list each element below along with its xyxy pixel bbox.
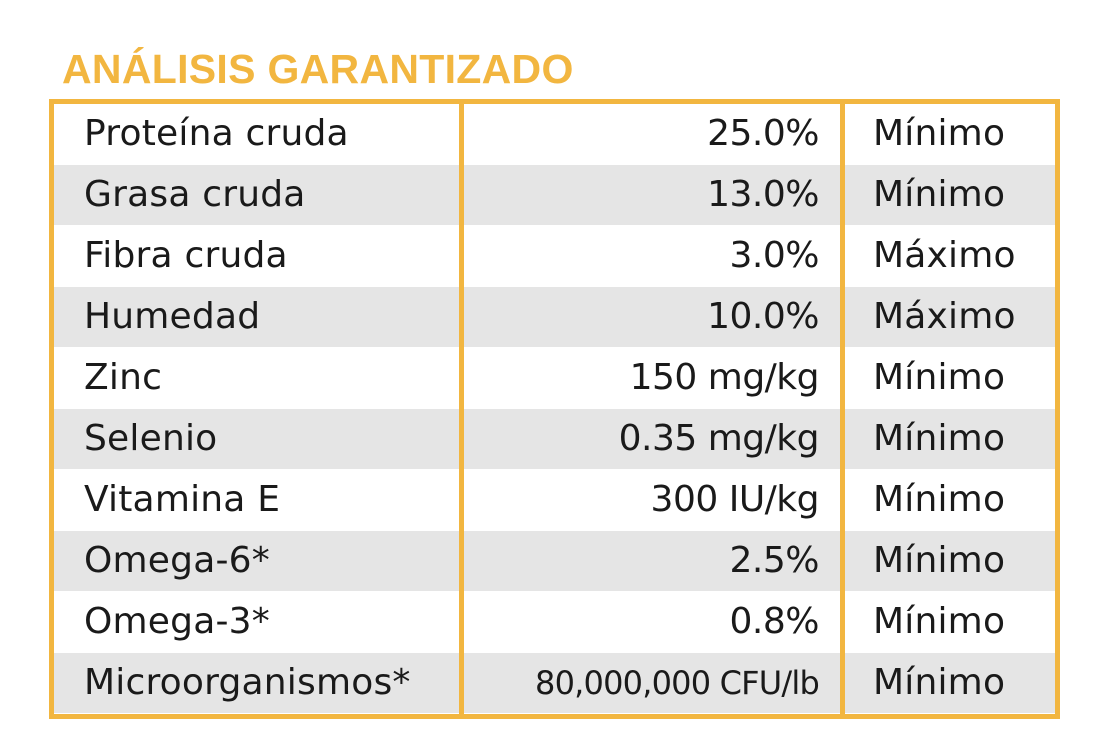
nutrient-value: 3.0% — [729, 235, 819, 276]
nutrient-value: 80,000,000 CFU/lb — [535, 664, 819, 702]
table-row: Omega-3* 0.8% Mínimo — [54, 592, 1055, 652]
column-divider — [840, 104, 845, 714]
nutrient-qualifier: Mínimo — [873, 601, 1006, 642]
nutrient-name: Selenio — [84, 418, 218, 459]
table-row: Zinc 150 mg/kg Mínimo — [54, 348, 1055, 408]
nutrient-name: Omega-6* — [84, 540, 270, 581]
table-row: Vitamina E 300 IU/kg Mínimo — [54, 470, 1055, 530]
nutrient-qualifier: Máximo — [873, 235, 1016, 276]
nutrient-value: 0.8% — [729, 601, 819, 642]
table-row: Proteína cruda 25.0% Mínimo — [54, 104, 1055, 164]
nutrient-value: 300 IU/kg — [650, 479, 819, 520]
nutrient-name: Humedad — [84, 296, 261, 337]
nutrient-name: Vitamina E — [84, 479, 281, 520]
page-title: ANÁLISIS GARANTIZADO — [62, 46, 574, 92]
nutrient-qualifier: Mínimo — [873, 174, 1006, 215]
nutrient-name: Grasa cruda — [84, 174, 306, 215]
nutrient-qualifier: Mínimo — [873, 357, 1006, 398]
nutrient-value: 10.0% — [707, 296, 819, 337]
table-row: Selenio 0.35 mg/kg Mínimo — [54, 409, 1055, 469]
guaranteed-analysis-table: Proteína cruda 25.0% Mínimo Grasa cruda … — [49, 99, 1060, 719]
nutrient-value: 150 mg/kg — [629, 357, 819, 398]
nutrient-qualifier: Mínimo — [873, 479, 1006, 520]
table-row: Fibra cruda 3.0% Máximo — [54, 226, 1055, 286]
nutrient-name: Omega-3* — [84, 601, 270, 642]
table-row: Microorganismos* 80,000,000 CFU/lb Mínim… — [54, 653, 1055, 713]
nutrient-name: Proteína cruda — [84, 113, 349, 154]
nutrient-qualifier: Máximo — [873, 296, 1016, 337]
nutrient-qualifier: Mínimo — [873, 540, 1006, 581]
table-row: Omega-6* 2.5% Mínimo — [54, 531, 1055, 591]
nutrient-name: Fibra cruda — [84, 235, 288, 276]
nutrient-qualifier: Mínimo — [873, 662, 1006, 703]
column-divider — [459, 104, 464, 714]
nutrient-value: 25.0% — [707, 113, 819, 154]
nutrient-value: 2.5% — [729, 540, 819, 581]
table-row: Grasa cruda 13.0% Mínimo — [54, 165, 1055, 225]
nutrient-name: Zinc — [84, 357, 163, 398]
nutrient-qualifier: Mínimo — [873, 418, 1006, 459]
nutrient-value: 13.0% — [707, 174, 819, 215]
nutrient-name: Microorganismos* — [84, 662, 411, 703]
nutrient-value: 0.35 mg/kg — [618, 418, 819, 459]
table-row: Humedad 10.0% Máximo — [54, 287, 1055, 347]
nutrient-qualifier: Mínimo — [873, 113, 1006, 154]
